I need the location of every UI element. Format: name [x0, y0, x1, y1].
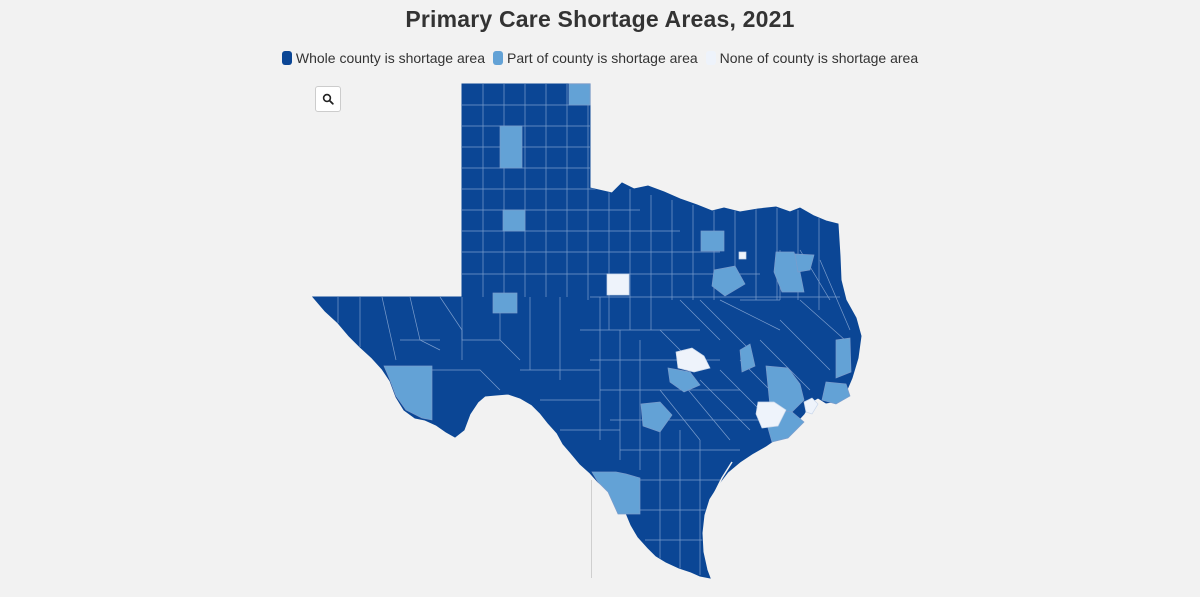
- legend-swatch-none: [705, 51, 716, 65]
- texas-outline: [311, 83, 862, 579]
- legend-label-part: Part of county is shortage area: [506, 50, 698, 66]
- none-counties[interactable]: [606, 251, 819, 429]
- county-partial[interactable]: [383, 365, 433, 421]
- legend: Whole county is shortage area Part of co…: [0, 50, 1200, 66]
- county-none[interactable]: [738, 251, 747, 260]
- county-partial[interactable]: [739, 343, 756, 373]
- legend-swatch-part: [492, 51, 503, 65]
- county-partial[interactable]: [700, 230, 725, 252]
- county-partial[interactable]: [835, 337, 852, 379]
- legend-label-none: None of county is shortage area: [719, 50, 919, 66]
- county-partial[interactable]: [502, 209, 526, 232]
- county-none[interactable]: [803, 397, 819, 415]
- county-partial[interactable]: [794, 253, 815, 273]
- county-partial[interactable]: [568, 83, 591, 106]
- county-partial[interactable]: [640, 401, 673, 433]
- county-partial[interactable]: [492, 292, 518, 314]
- county-partial[interactable]: [667, 367, 701, 393]
- county-partial[interactable]: [591, 471, 641, 515]
- legend-item-part[interactable]: Part of county is shortage area: [492, 50, 698, 66]
- county-partial[interactable]: [711, 265, 746, 297]
- search-icon: [322, 93, 334, 105]
- border-divider: [591, 480, 592, 578]
- legend-item-whole[interactable]: Whole county is shortage area: [281, 50, 485, 66]
- legend-swatch-whole: [281, 51, 292, 65]
- legend-item-none[interactable]: None of county is shortage area: [705, 50, 919, 66]
- county-none[interactable]: [755, 401, 787, 429]
- map-title: Primary Care Shortage Areas, 2021: [405, 6, 795, 32]
- coast-lagoon: [705, 461, 733, 571]
- zoom-button[interactable]: [315, 86, 341, 112]
- county-partial[interactable]: [765, 365, 805, 415]
- county-none[interactable]: [606, 273, 630, 296]
- county-none[interactable]: [675, 347, 711, 373]
- partial-counties[interactable]: [383, 83, 852, 515]
- legend-label-whole: Whole county is shortage area: [295, 50, 485, 66]
- county-partial[interactable]: [499, 125, 523, 169]
- county-partial[interactable]: [821, 381, 851, 405]
